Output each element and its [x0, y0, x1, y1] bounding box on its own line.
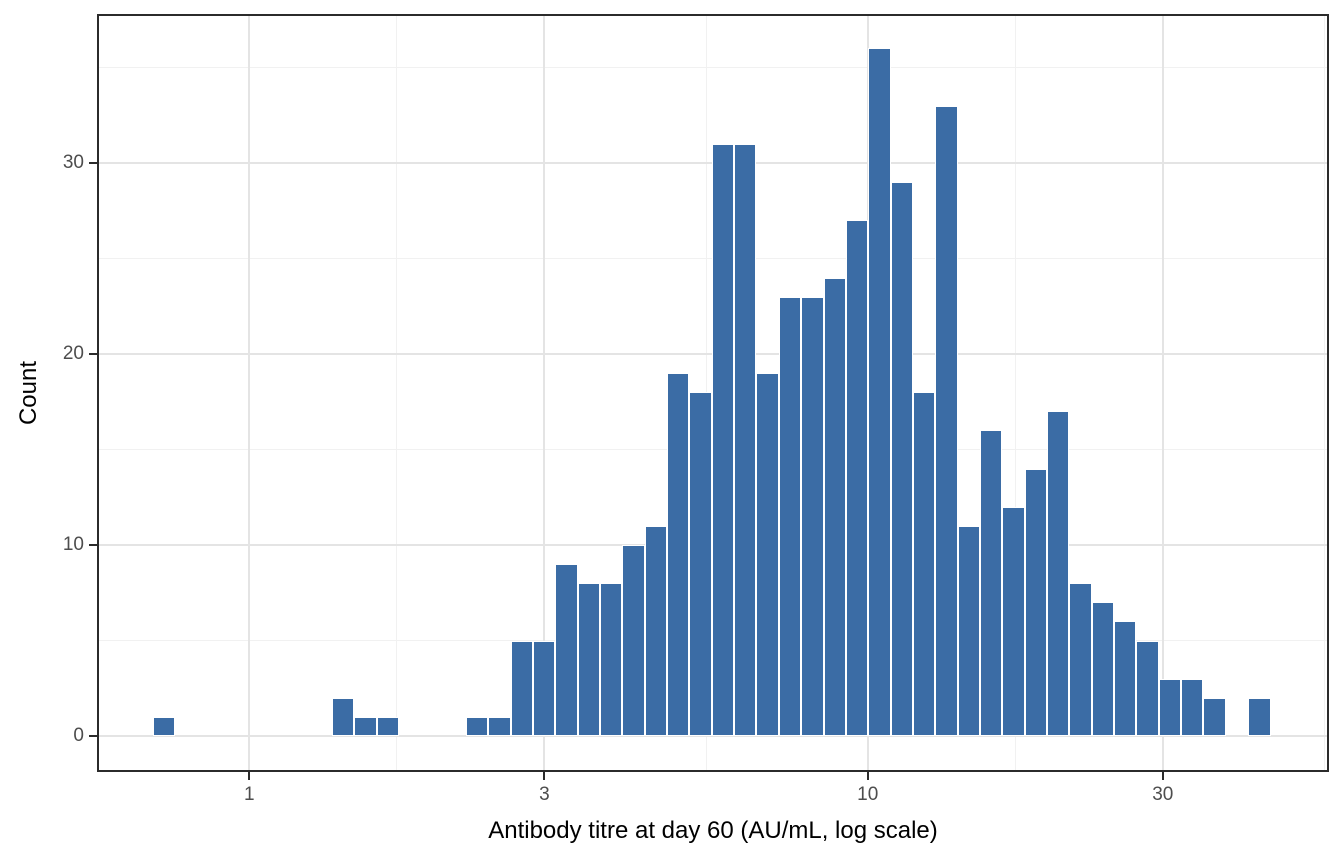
histogram-bar [577, 583, 601, 737]
histogram-bar [1091, 602, 1115, 737]
histogram-bar [912, 392, 936, 737]
histogram-bar [957, 525, 980, 737]
y-axis-title: Count [15, 360, 42, 426]
x-axis-title: Antibody titre at day 60 (AU/mL, log sca… [488, 817, 938, 844]
x-tick-mark [1161, 772, 1164, 780]
histogram-bar [1114, 621, 1137, 737]
histogram-bar [376, 716, 399, 737]
y-tick-mark [89, 735, 97, 738]
x-tick-label: 3 [539, 784, 550, 805]
histogram-bar [488, 716, 511, 737]
histogram-bar [1024, 468, 1048, 737]
x-tick-mark [543, 772, 546, 780]
x-major-gridline [248, 15, 251, 771]
histogram-bar [354, 716, 377, 737]
y-tick-label: 0 [73, 725, 84, 747]
x-minor-gridline [1014, 15, 1016, 771]
histogram-bar [1181, 678, 1204, 737]
x-major-gridline [1161, 15, 1164, 771]
plot-panel [98, 15, 1328, 771]
histogram-bar [532, 640, 556, 737]
histogram-bar [979, 430, 1003, 737]
y-tick-mark [89, 544, 97, 547]
y-major-gridline [98, 735, 1328, 738]
y-tick-label: 10 [62, 534, 84, 556]
histogram-bar [1136, 640, 1159, 737]
histogram-bar [331, 697, 355, 737]
x-minor-gridline [396, 15, 398, 771]
histogram-bar [510, 640, 533, 737]
y-tick-label: 30 [62, 152, 84, 174]
x-major-gridline [543, 15, 546, 771]
histogram-bar [622, 545, 645, 737]
histogram-bar [1047, 411, 1070, 737]
histogram-bar [153, 716, 176, 737]
histogram-bar [644, 525, 668, 737]
histogram-bar [600, 583, 623, 737]
histogram-bar [734, 143, 757, 737]
histogram-bar [778, 296, 802, 737]
histogram-bar [667, 373, 690, 737]
y-tick-label: 20 [62, 343, 84, 365]
y-tick-mark [89, 353, 97, 356]
histogram-bar [801, 296, 824, 737]
histogram-bar [890, 182, 913, 737]
x-tick-label: 10 [857, 784, 879, 805]
histogram-bar [711, 143, 735, 737]
y-minor-gridline [98, 67, 1328, 69]
x-tick-mark [248, 772, 251, 780]
histogram-bar [465, 716, 489, 737]
histogram-bar [1002, 506, 1025, 737]
histogram-bar [689, 392, 712, 737]
histogram-bar [1158, 678, 1182, 737]
histogram-bar [756, 373, 779, 737]
histogram-bar [1069, 583, 1092, 737]
x-minor-gridline [1323, 15, 1325, 771]
histogram-bar [845, 220, 869, 737]
x-tick-label: 30 [1152, 784, 1174, 805]
histogram-bar [935, 105, 958, 737]
histogram-bar [1248, 697, 1271, 737]
histogram-bar [868, 48, 891, 737]
y-tick-mark [89, 162, 97, 165]
histogram-bar [555, 564, 578, 737]
x-tick-label: 1 [244, 784, 255, 805]
histogram-bar [1203, 697, 1226, 737]
x-tick-mark [866, 772, 869, 780]
histogram-bar [823, 277, 846, 737]
